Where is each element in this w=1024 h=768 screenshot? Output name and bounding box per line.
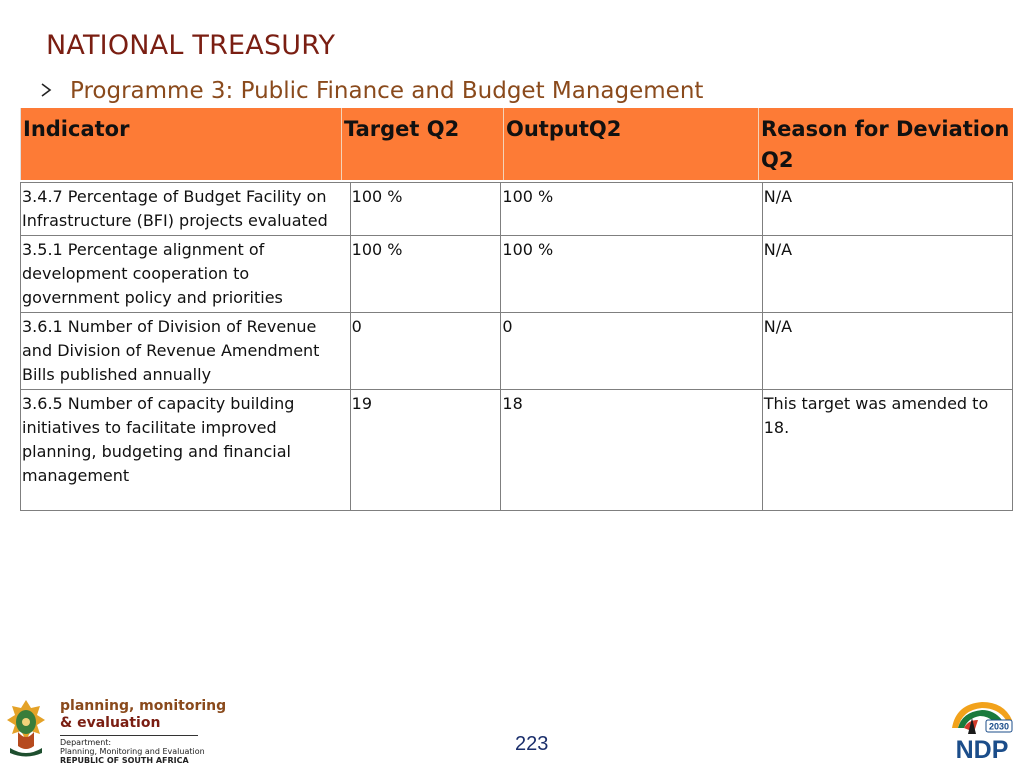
page-title: NATIONAL TREASURY [46, 30, 336, 61]
target-cell: 19 [349, 389, 502, 511]
column-header-indicator: Indicator [21, 108, 342, 180]
output-cell: 100 % [500, 182, 763, 236]
output-cell: 0 [500, 312, 763, 390]
indicator-cell: 3.5.1 Percentage alignment of developmen… [20, 235, 351, 313]
reason-cell: This target was amended to 18. [761, 389, 1014, 511]
page-number: 223 [515, 733, 549, 755]
indicator-cell: 3.4.7 Percentage of Budget Facility on I… [20, 182, 351, 236]
arrow-bullet-icon [40, 82, 52, 101]
dpme-logo: planning, monitoring & evaluation Depart… [4, 698, 226, 765]
indicator-cell: 3.6.1 Number of Division of Revenue and … [20, 312, 351, 390]
reason-cell: N/A [761, 235, 1014, 313]
dpme-line-1: planning, monitoring [60, 698, 227, 714]
indicator-cell: 3.6.5 Number of capacity building initia… [20, 389, 351, 511]
target-cell: 100 % [349, 235, 502, 313]
divider [60, 735, 198, 736]
indicator-table: 3.4.7 Percentage of Budget Facility on I… [20, 182, 1014, 511]
target-cell: 0 [349, 312, 502, 390]
programme-subtitle: Programme 3: Public Finance and Budget M… [70, 78, 704, 104]
reason-cell: N/A [761, 182, 1014, 236]
coat-of-arms-icon [7, 700, 45, 757]
column-header-output: OutputQ2 [504, 108, 759, 180]
column-header-target: Target Q2 [342, 108, 504, 180]
country-name: REPUBLIC OF SOUTH AFRICA [60, 756, 189, 765]
table-header: Indicator Target Q2 OutputQ2 Reason for … [20, 108, 1013, 180]
column-header-reason: Reason for Deviation Q2 [761, 117, 1010, 172]
dpme-text-block: planning, monitoring & evaluation Depart… [60, 698, 226, 765]
ndp-text: NDP [956, 736, 1009, 762]
table-row: 3.6.5 Number of capacity building initia… [20, 389, 1014, 511]
subtitle-row: Programme 3: Public Finance and Budget M… [40, 78, 703, 104]
reason-cell: N/A [761, 312, 1014, 390]
table-row: 3.6.1 Number of Division of Revenue and … [20, 312, 1014, 390]
target-cell: 100 % [349, 182, 502, 236]
dpme-line-2: & evaluation [60, 715, 161, 731]
table-row: 3.4.7 Percentage of Budget Facility on I… [20, 182, 1014, 236]
ndp-year: 2030 [989, 722, 1009, 732]
dept-label: Department: [60, 738, 112, 747]
output-cell: 100 % [500, 235, 763, 313]
ndp-2030-logo: 2030 NDP [952, 702, 1013, 762]
output-cell: 18 [500, 389, 763, 511]
dept-name: Planning, Monitoring and Evaluation [60, 747, 205, 756]
table-row: 3.5.1 Percentage alignment of developmen… [20, 235, 1014, 313]
dpme-wordmark: planning, monitoring & evaluation [60, 698, 226, 732]
